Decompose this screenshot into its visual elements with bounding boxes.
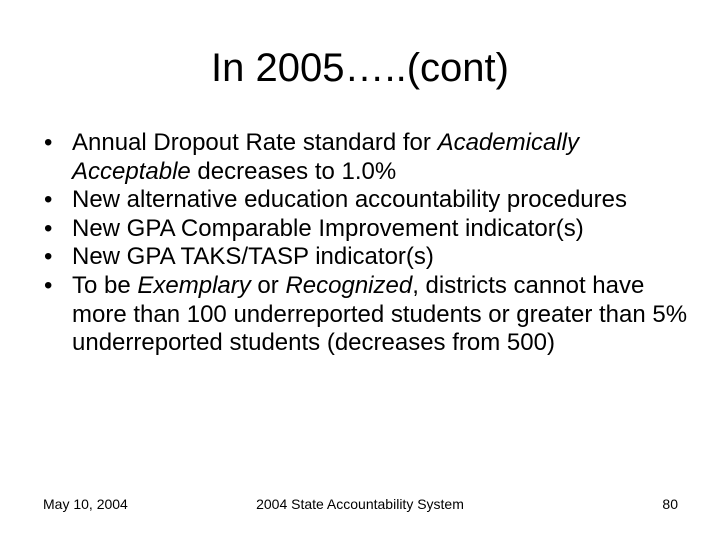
slide-title: In 2005…..(cont) [211, 46, 509, 90]
bullet-text-italic: Academically Acceptable [72, 129, 579, 185]
footer-title: 2004 State Accountability System [256, 496, 464, 512]
bullet-marker: • [44, 186, 53, 214]
bullet-list: • Annual Dropout Rate standard for Academ… [44, 129, 694, 358]
bullet-text: Annual Dropout Rate standard for [72, 129, 438, 156]
bullet-marker: • [44, 271, 53, 299]
bullet-item: • Annual Dropout Rate standard for Academ… [44, 129, 694, 186]
bullet-item: • To be Exemplary or Recognized, district… [44, 272, 694, 358]
bullet-text-italic: Recognized [285, 271, 413, 299]
bullet-item: • New GPA TAKS/TASP indicator(s) [44, 243, 694, 272]
bullet-text: , districts cannot have more than 100 un… [72, 271, 688, 357]
bullet-marker: • [44, 214, 53, 242]
bullet-marker: • [44, 129, 53, 156]
bullet-text: New GPA TAKS/TASP indicator(s) [72, 243, 434, 271]
footer-date: May 10, 2004 [43, 496, 128, 512]
bullet-text: New GPA Comparable Improvement indicator… [72, 214, 584, 242]
bullet-item: • New alternative education accountabilit… [44, 186, 694, 215]
bullet-text: or [250, 271, 286, 299]
bullet-marker: • [44, 243, 53, 271]
bullet-text: decreases to 1.0% [190, 157, 397, 185]
bullet-text-italic: Exemplary [137, 271, 251, 299]
bullet-item: • New GPA Comparable Improvement indicato… [44, 215, 694, 244]
bullet-text: To be [72, 271, 138, 299]
bullet-text: New alternative education accountability… [72, 186, 627, 214]
page-number: 80 [662, 496, 678, 512]
